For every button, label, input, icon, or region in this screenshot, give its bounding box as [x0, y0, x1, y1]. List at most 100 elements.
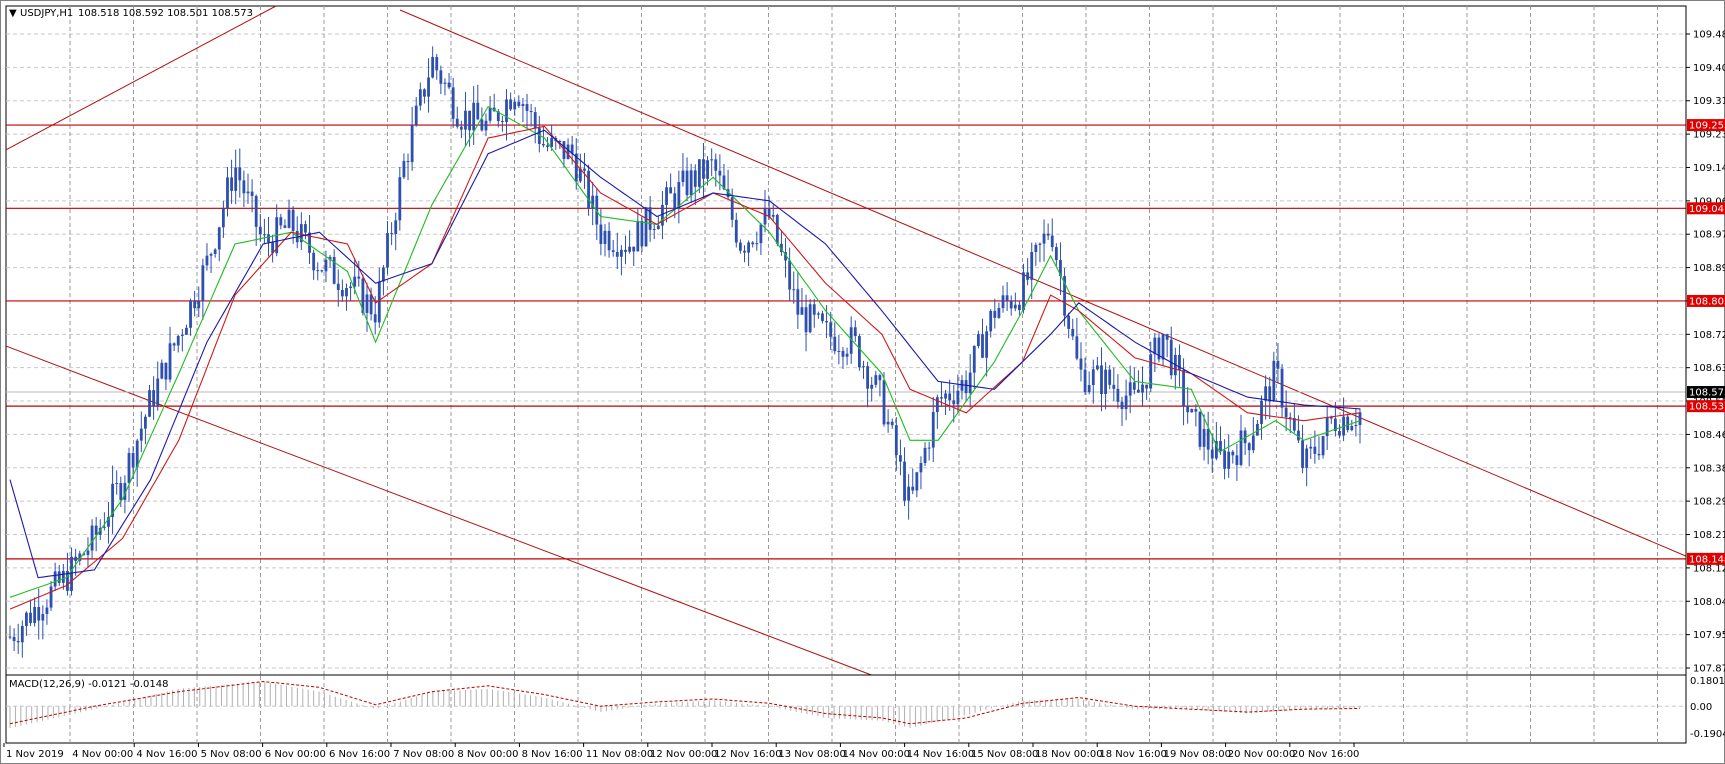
- candle-body: [127, 453, 131, 483]
- candle-body: [250, 191, 254, 196]
- candle-body: [439, 70, 443, 84]
- candle-body: [1034, 244, 1038, 252]
- moving-averages: [9, 105, 1361, 610]
- candle-body: [784, 252, 787, 261]
- level-badge-label: 109.041: [1689, 204, 1725, 215]
- candle-body: [697, 159, 701, 187]
- candle-body: [287, 209, 291, 228]
- candle-body: [644, 207, 648, 247]
- candle-body: [915, 472, 919, 491]
- candle-body: [685, 170, 689, 196]
- candle-body: [940, 397, 943, 399]
- candle-body: [1313, 446, 1317, 454]
- candle-body: [1079, 358, 1083, 370]
- candle-body: [20, 625, 24, 643]
- candle-body: [336, 283, 340, 291]
- macd-grid: [6, 676, 1687, 743]
- macd-indicator: [9, 680, 1361, 729]
- candle-body: [451, 87, 455, 119]
- candle-body: [1095, 365, 1099, 370]
- candle-body: [812, 304, 816, 315]
- candle-body: [726, 189, 730, 198]
- candle-body: [993, 310, 997, 318]
- candle-body: [1251, 435, 1255, 451]
- candle-body: [673, 193, 677, 209]
- candle-body: [279, 217, 283, 226]
- candle-body: [948, 393, 952, 401]
- macd-panel[interactable]: [5, 674, 1687, 744]
- candle-body: [148, 390, 151, 417]
- candle-body: [1124, 395, 1128, 410]
- candle-body: [185, 327, 188, 335]
- candle-body: [759, 224, 763, 244]
- candle-body: [447, 82, 451, 88]
- time-axis[interactable]: 1 Nov 2019 4 Nov 00:00 4 Nov 16:00 5 Nov 08…: [3, 743, 1359, 760]
- candle-body: [1026, 272, 1030, 280]
- upper-trendline[interactable]: [5, 5, 277, 151]
- candle-body: [1190, 409, 1194, 413]
- candle-body: [189, 300, 192, 328]
- candle-body: [1178, 354, 1181, 371]
- horizontal-levels[interactable]: [6, 124, 1686, 560]
- time-tick-label: 15 Nov 08:00: [971, 749, 1038, 760]
- candle-body: [935, 397, 939, 413]
- candle-body: [1161, 334, 1165, 360]
- candle-body: [956, 390, 960, 405]
- candle-body: [217, 227, 221, 250]
- candle-body: [558, 140, 562, 142]
- candle-body: [1198, 411, 1202, 447]
- candle-body: [1005, 295, 1009, 301]
- time-tick-label: 6 Nov 16:00: [329, 749, 390, 760]
- candle-body: [320, 270, 324, 272]
- time-tick-label: 13 Nov 08:00: [778, 749, 845, 760]
- candle-body: [1108, 369, 1112, 385]
- candle-body: [377, 281, 381, 323]
- price-tick-label: 108.465: [1693, 430, 1725, 441]
- candle-body: [706, 160, 709, 179]
- candle-body: [484, 120, 488, 131]
- candle-body: [201, 265, 205, 302]
- candle-body: [1235, 455, 1239, 465]
- candle-body: [501, 121, 504, 123]
- candle-body: [509, 99, 513, 110]
- price-tick-label: 108.210: [1693, 530, 1725, 541]
- candle-body: [599, 224, 603, 245]
- candle-body: [1210, 449, 1214, 459]
- candle-body: [1288, 417, 1292, 419]
- candle-body: [1214, 440, 1218, 459]
- candle-body: [304, 224, 307, 233]
- candle-body: [960, 380, 964, 391]
- candle-body: [931, 412, 935, 448]
- candle-body: [825, 321, 828, 323]
- candle-body: [862, 366, 865, 368]
- candle-body: [90, 525, 94, 551]
- candle-body: [1022, 272, 1025, 311]
- candle-body: [1354, 425, 1358, 427]
- candle-body: [1239, 430, 1243, 465]
- candle-body: [119, 482, 123, 500]
- descending-resistance-trendline[interactable]: [399, 9, 1687, 557]
- candle-body: [25, 612, 28, 626]
- candle-body: [1317, 453, 1321, 456]
- candle-body: [882, 380, 886, 425]
- header-dropdown-icon[interactable]: ▼: [9, 8, 17, 19]
- candle-body: [1202, 429, 1206, 447]
- candle-body: [1046, 233, 1050, 236]
- price-tick-label: 108.295: [1693, 497, 1725, 508]
- candle-body: [213, 249, 217, 255]
- candle-body: [365, 294, 369, 313]
- candle-body: [74, 556, 78, 561]
- candle-body: [681, 170, 685, 183]
- candle-body: [1329, 416, 1333, 419]
- candle-body: [263, 234, 266, 236]
- main-plot-area[interactable]: [5, 5, 1687, 677]
- candle-body: [505, 99, 508, 122]
- candle-body: [808, 304, 812, 333]
- candle-body: [841, 350, 845, 357]
- candle-body: [1063, 276, 1066, 316]
- candles: [8, 46, 1362, 658]
- candle-body: [316, 270, 320, 272]
- candle-body: [656, 225, 660, 230]
